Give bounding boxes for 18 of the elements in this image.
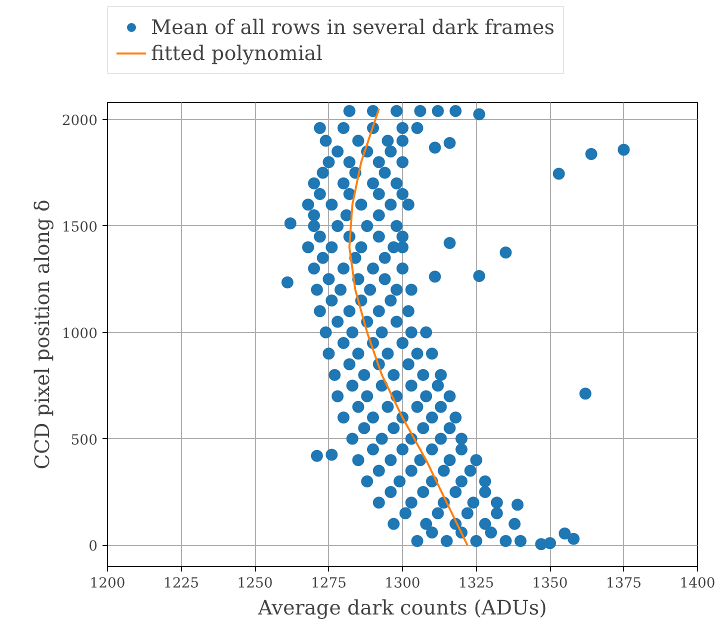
y-tick-label: 1000 — [62, 326, 98, 342]
y-tick-label: 2000 — [62, 113, 98, 130]
x-tick-label: 1275 — [310, 576, 347, 592]
x-axis-title: Average dark counts (ADUs) — [257, 596, 547, 620]
x-tick-label: 1400 — [680, 576, 716, 592]
y-tick-label: 0 — [88, 538, 98, 555]
legend-label: fitted polynomial — [151, 41, 323, 65]
x-tick-label: 1325 — [458, 576, 494, 592]
x-tick-label: 1375 — [606, 576, 642, 592]
x-tick-label: 1350 — [532, 576, 568, 592]
x-tick-label: 1225 — [163, 576, 200, 592]
x-tick-label: 1300 — [384, 576, 420, 592]
y-axis-title: CCD pixel position along δ — [30, 200, 54, 470]
x-tick-label: 1200 — [90, 576, 126, 592]
y-tick-label: 1500 — [62, 219, 98, 236]
y-tick-label: 500 — [70, 432, 98, 448]
legend-label: Mean of all rows in several dark frames — [151, 15, 555, 39]
x-tick-label: 1250 — [237, 576, 273, 592]
